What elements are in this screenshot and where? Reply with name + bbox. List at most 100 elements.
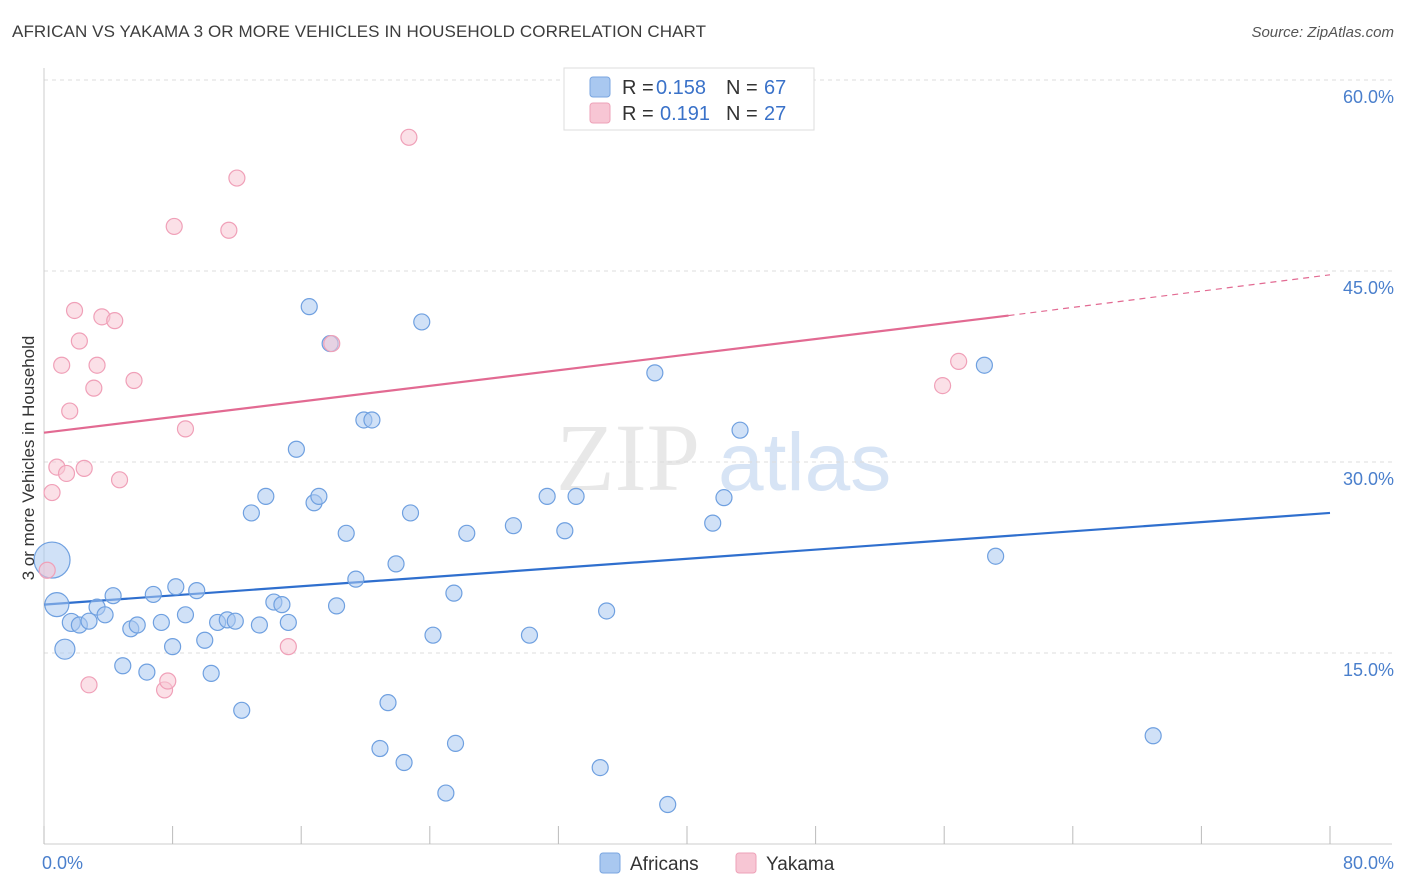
point-yakama — [165, 217, 183, 236]
point-yakama — [950, 352, 968, 371]
y-tick-label: 60.0% — [1343, 87, 1394, 107]
axes — [43, 68, 1392, 845]
point-africans — [538, 487, 556, 505]
point-africans — [233, 701, 251, 719]
point-africans — [144, 585, 162, 604]
legend-r-label: R = — [622, 77, 654, 99]
point-yakama — [65, 301, 84, 320]
point-africans — [152, 613, 170, 632]
point-yakama — [176, 420, 195, 438]
legend-r-value: 0.158 — [656, 77, 706, 99]
chart-title: AFRICAN VS YAKAMA 3 OR MORE VEHICLES IN … — [12, 22, 707, 41]
point-africans — [395, 753, 413, 772]
point-africans — [54, 638, 76, 660]
point-yakama — [159, 672, 177, 690]
x-tick-label: 80.0% — [1343, 853, 1394, 873]
trend-line-yakama-extension — [1008, 274, 1331, 317]
bottom-legend-swatch-yakama — [735, 852, 757, 874]
point-africans — [458, 524, 476, 542]
point-yakama — [400, 128, 418, 146]
point-yakama — [279, 638, 297, 656]
trend-lines — [43, 274, 1331, 606]
point-yakama — [220, 221, 238, 239]
trend-line-yakama — [43, 314, 1009, 434]
bottom-legend-label-africans: Africans — [630, 854, 699, 875]
point-africans — [424, 626, 442, 644]
point-yakama — [80, 676, 98, 694]
data-points — [33, 128, 1162, 814]
point-africans — [413, 313, 431, 331]
bottom-legend-label-yakama: Yakama — [766, 854, 835, 875]
point-yakama — [85, 379, 103, 397]
legend-n-value: 67 — [764, 77, 786, 99]
point-africans — [128, 616, 146, 634]
point-yakama — [88, 356, 106, 374]
point-africans — [176, 606, 195, 624]
point-africans — [96, 606, 114, 624]
legend-swatch-yakama — [589, 102, 611, 124]
point-africans — [347, 570, 365, 588]
point-africans — [257, 487, 275, 505]
y-tick-label: 30.0% — [1343, 469, 1394, 489]
point-africans — [379, 694, 397, 712]
y-axis-label: 3 or more Vehicles in Household — [19, 336, 38, 581]
point-africans — [188, 582, 206, 600]
point-yakama — [106, 312, 124, 330]
point-africans — [167, 578, 185, 596]
point-yakama — [70, 332, 88, 350]
x-tick-label: 0.0% — [42, 853, 83, 873]
point-yakama — [57, 464, 76, 483]
point-africans — [704, 514, 722, 532]
point-africans — [363, 411, 381, 429]
trend-line-africans — [43, 511, 1331, 606]
point-africans — [504, 517, 522, 535]
point-africans — [337, 524, 355, 542]
legend-n-label: N = — [726, 103, 758, 125]
bottom-legend: Africans Yakama — [599, 852, 835, 875]
legend-r-label: R = — [622, 103, 654, 125]
legend-n-label: N = — [726, 77, 758, 99]
point-africans — [987, 547, 1005, 565]
grid-lines — [44, 79, 1392, 654]
point-africans — [310, 487, 328, 505]
chart-source: Source: ZipAtlas.com — [1251, 24, 1394, 41]
point-yakama — [43, 483, 61, 502]
bottom-legend-swatch-africans — [599, 852, 621, 874]
point-yakama — [110, 471, 129, 489]
point-africans — [659, 795, 677, 814]
point-africans — [520, 626, 539, 644]
point-yakama — [228, 169, 246, 187]
point-africans — [138, 663, 156, 681]
point-africans — [1144, 727, 1162, 745]
point-yakama — [61, 402, 79, 420]
point-africans — [731, 421, 749, 439]
point-africans — [556, 522, 574, 540]
point-africans — [598, 602, 616, 620]
point-africans — [226, 612, 244, 630]
point-africans — [567, 487, 585, 505]
point-africans — [44, 592, 70, 618]
point-africans — [387, 555, 405, 573]
point-africans — [327, 597, 346, 615]
point-africans — [300, 298, 318, 316]
point-africans — [446, 734, 465, 753]
point-africans — [371, 739, 389, 758]
point-africans — [80, 612, 98, 630]
point-africans — [273, 596, 291, 614]
point-yakama — [323, 334, 341, 353]
point-africans — [591, 758, 609, 777]
point-africans — [715, 489, 733, 507]
point-yakama — [75, 459, 93, 477]
point-africans — [287, 440, 305, 458]
legend: R = 0.158 N = 67 R = 0.191 N = 27 — [563, 67, 815, 131]
point-africans — [279, 613, 297, 632]
point-africans — [975, 356, 993, 374]
point-africans — [646, 364, 664, 382]
y-tick-label: 45.0% — [1343, 278, 1394, 298]
point-africans — [104, 587, 122, 605]
point-africans — [114, 657, 132, 675]
point-africans — [164, 638, 182, 656]
point-yakama — [933, 377, 952, 395]
y-tick-label: 15.0% — [1343, 660, 1394, 680]
